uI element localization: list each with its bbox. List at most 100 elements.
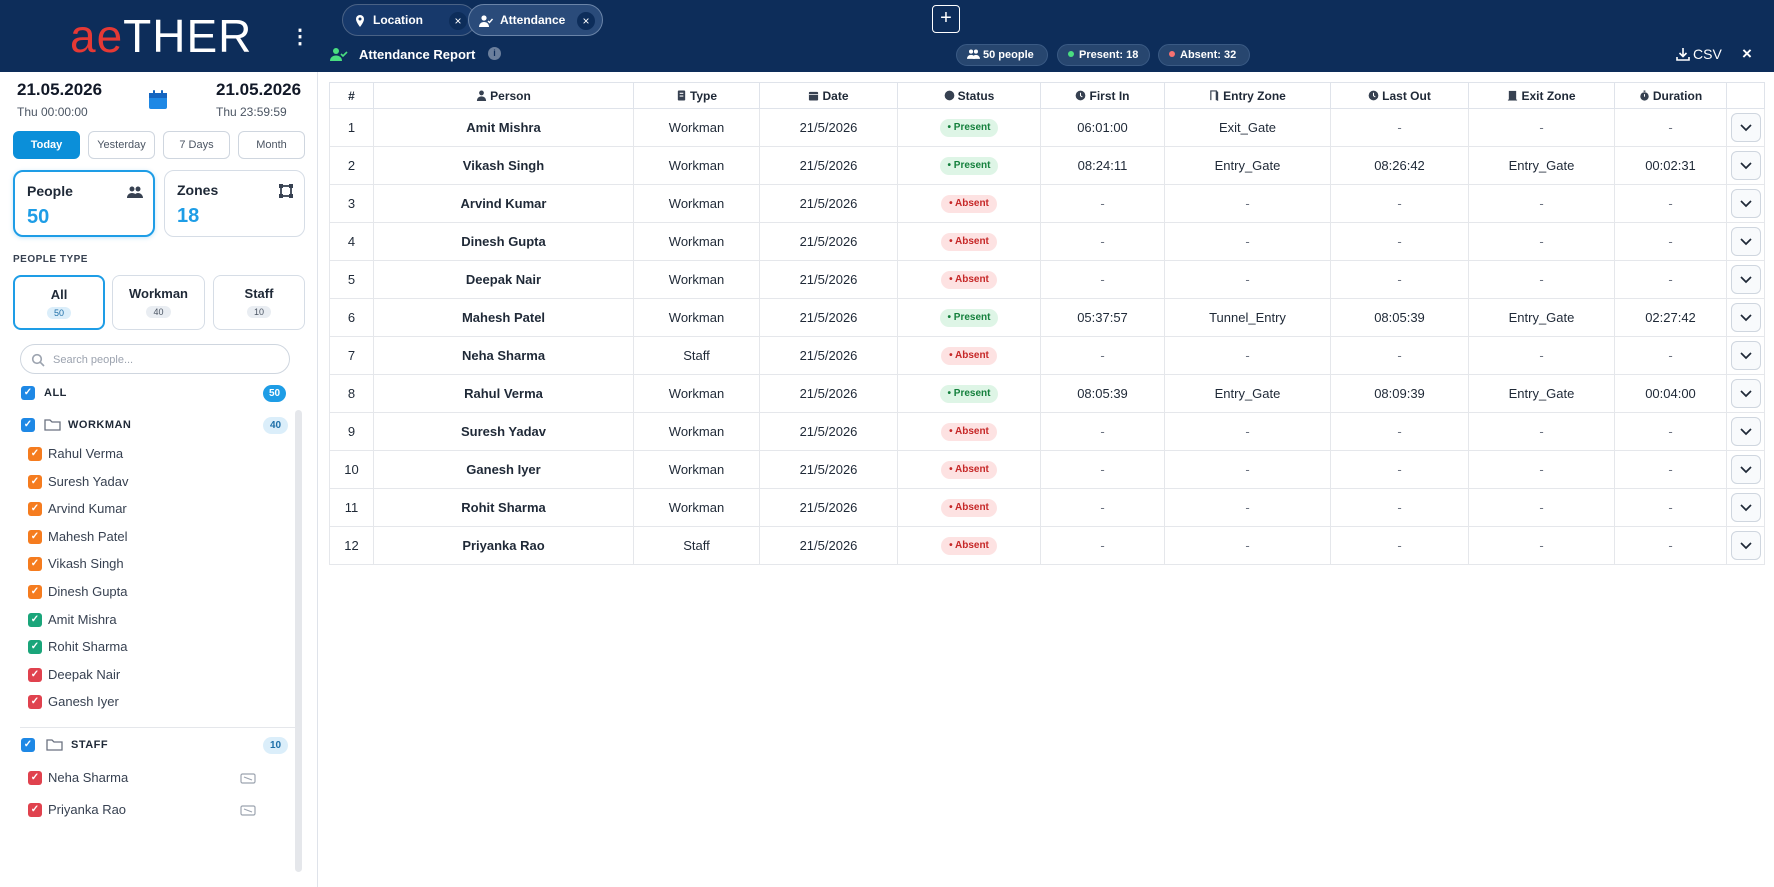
range-yesterday-button[interactable]: Yesterday <box>88 131 155 159</box>
status-cell: • Present <box>897 374 1041 413</box>
expand-row-button[interactable] <box>1730 265 1761 294</box>
expand-row-button[interactable] <box>1730 379 1761 408</box>
exit-zone-cell: Entry_Gate <box>1468 298 1615 337</box>
member-name[interactable]: Amit Mishra <box>48 611 117 627</box>
member-checkbox[interactable]: ✓ <box>28 771 42 785</box>
col-header-type[interactable]: Type <box>633 82 760 109</box>
calendar-icon[interactable] <box>146 88 170 112</box>
close-tab-location-icon[interactable]: × <box>449 12 467 30</box>
people-type-all[interactable]: All 50 <box>13 275 105 330</box>
expand-row-button[interactable] <box>1730 341 1761 370</box>
member-name[interactable]: Arvind Kumar <box>48 501 127 517</box>
member-name[interactable]: Suresh Yadav <box>48 473 129 489</box>
member-name[interactable]: Ganesh Iyer <box>48 694 119 710</box>
member-checkbox[interactable]: ✓ <box>28 695 42 710</box>
expand-row-button[interactable] <box>1730 227 1761 256</box>
actions-cell <box>1726 184 1765 223</box>
col-header-date[interactable]: Date <box>759 82 898 109</box>
add-tab-button[interactable]: + <box>932 5 960 33</box>
table-row[interactable]: 12 Priyanka Rao Staff 21/5/2026 • Absent - - - -… <box>329 526 1765 565</box>
tab-attendance[interactable]: Attendance × <box>468 4 603 36</box>
col-header-first-in[interactable]: First In <box>1040 82 1165 109</box>
row-number: 10 <box>329 450 374 489</box>
csv-export-button[interactable]: CSV <box>1676 46 1722 62</box>
zones-stat-card[interactable]: Zones 18 <box>164 170 305 237</box>
member-checkbox[interactable]: ✓ <box>28 474 42 489</box>
member-checkbox[interactable]: ✓ <box>28 447 42 461</box>
member-checkbox[interactable]: ✓ <box>28 667 42 682</box>
checkbox-staff[interactable]: ✓ <box>21 738 35 752</box>
member-name[interactable]: Rohit Sharma <box>48 639 128 655</box>
expand-row-button[interactable] <box>1730 417 1761 446</box>
member-checkbox[interactable]: ✓ <box>28 640 42 655</box>
range-month-button[interactable]: Month <box>238 131 305 159</box>
person-cell: Dinesh Gupta <box>373 222 634 261</box>
actions-cell <box>1726 146 1765 185</box>
member-name[interactable]: Priyanka Rao <box>48 802 127 817</box>
col-header-exit-zone[interactable]: Exit Zone <box>1468 82 1615 109</box>
status-badge: • Present <box>939 385 999 403</box>
type-cell: Workman <box>633 298 760 337</box>
first-in-cell: - <box>1040 336 1165 375</box>
checkbox-all[interactable]: ✓ <box>21 386 35 400</box>
close-tab-attendance-icon[interactable]: × <box>577 12 595 30</box>
kebab-menu-icon[interactable]: ⋮ <box>290 26 310 48</box>
search-input[interactable]: Search people... <box>20 344 290 374</box>
member-name[interactable]: Rahul Verma <box>48 446 124 461</box>
exit-zone-cell: - <box>1468 526 1615 565</box>
people-stat-card[interactable]: People 50 <box>13 170 155 237</box>
member-checkbox[interactable]: ✓ <box>28 585 42 599</box>
table-row[interactable]: 8 Rahul Verma Workman 21/5/2026 • Present 08:… <box>329 374 1765 413</box>
door-open-icon <box>1210 89 1219 101</box>
member-checkbox[interactable]: ✓ <box>28 612 42 627</box>
sidebar-scrollbar[interactable] <box>295 410 302 872</box>
expand-row-button[interactable] <box>1730 303 1761 332</box>
table-row[interactable]: 6 Mahesh Patel Workman 21/5/2026 • Present 05… <box>329 298 1765 337</box>
expand-row-button[interactable] <box>1730 189 1761 218</box>
range-today-button[interactable]: Today <box>13 131 80 159</box>
table-row[interactable]: 11 Rohit Sharma Workman 21/5/2026 • Absent - -… <box>329 488 1765 527</box>
table-row[interactable]: 1 Amit Mishra Workman 21/5/2026 • Present 06:… <box>329 108 1765 147</box>
table-row[interactable]: 2 Vikash Singh Workman 21/5/2026 • Present 08… <box>329 146 1765 185</box>
person-cell: Mahesh Patel <box>373 298 634 337</box>
door-closed-icon <box>1508 90 1518 101</box>
col-header-duration[interactable]: Duration <box>1614 82 1727 109</box>
info-icon[interactable]: i <box>488 47 501 60</box>
close-report-icon[interactable]: × <box>1742 44 1752 63</box>
member-name[interactable]: Mahesh Patel <box>48 528 128 544</box>
range-7days-button[interactable]: 7 Days <box>163 131 230 159</box>
col-header-number[interactable]: # <box>329 82 374 109</box>
expand-row-button[interactable] <box>1730 455 1761 484</box>
member-checkbox[interactable]: ✓ <box>28 557 42 572</box>
expand-row-button[interactable] <box>1730 531 1761 560</box>
member-checkbox[interactable]: ✓ <box>28 803 42 817</box>
tab-location[interactable]: Location × <box>342 4 476 36</box>
table-row[interactable]: 4 Dinesh Gupta Workman 21/5/2026 • Absent - - -… <box>329 222 1765 261</box>
member-name[interactable]: Vikash Singh <box>48 556 124 572</box>
expand-row-button[interactable] <box>1730 493 1761 522</box>
col-header-status[interactable]: Status <box>897 82 1041 109</box>
member-name[interactable]: Neha Sharma <box>48 770 129 785</box>
member-name[interactable]: Deepak Nair <box>48 666 121 682</box>
table-row[interactable]: 10 Ganesh Iyer Workman 21/5/2026 • Absent - - -… <box>329 450 1765 489</box>
checkbox-workman[interactable]: ✓ <box>21 418 35 432</box>
table-row[interactable]: 3 Arvind Kumar Workman 21/5/2026 • Absent - - -… <box>329 184 1765 223</box>
date-from[interactable]: 21.05.2026 Thu 00:00:00 <box>17 80 102 119</box>
member-name[interactable]: Dinesh Gupta <box>48 584 128 599</box>
people-type-workman[interactable]: Workman 40 <box>112 275 205 330</box>
people-type-staff[interactable]: Staff 10 <box>213 275 305 330</box>
col-header-entry-zone[interactable]: Entry Zone <box>1164 82 1331 109</box>
expand-row-button[interactable] <box>1730 151 1761 180</box>
table-row[interactable]: 7 Neha Sharma Staff 21/5/2026 • Absent - - - - - <box>329 336 1765 375</box>
count-badge: 10 <box>246 306 271 318</box>
expand-row-button[interactable] <box>1730 113 1761 142</box>
row-number: 4 <box>329 222 374 261</box>
actions-cell <box>1726 108 1765 147</box>
col-header-person[interactable]: Person <box>373 82 634 109</box>
date-to[interactable]: 21.05.2026 Thu 23:59:59 <box>216 80 301 119</box>
member-checkbox[interactable]: ✓ <box>28 502 42 517</box>
table-row[interactable]: 9 Suresh Yadav Workman 21/5/2026 • Absent - - -… <box>329 412 1765 451</box>
member-checkbox[interactable]: ✓ <box>28 529 42 544</box>
table-row[interactable]: 5 Deepak Nair Workman 21/5/2026 • Absent - - - -… <box>329 260 1765 299</box>
col-header-last-out[interactable]: Last Out <box>1330 82 1469 109</box>
